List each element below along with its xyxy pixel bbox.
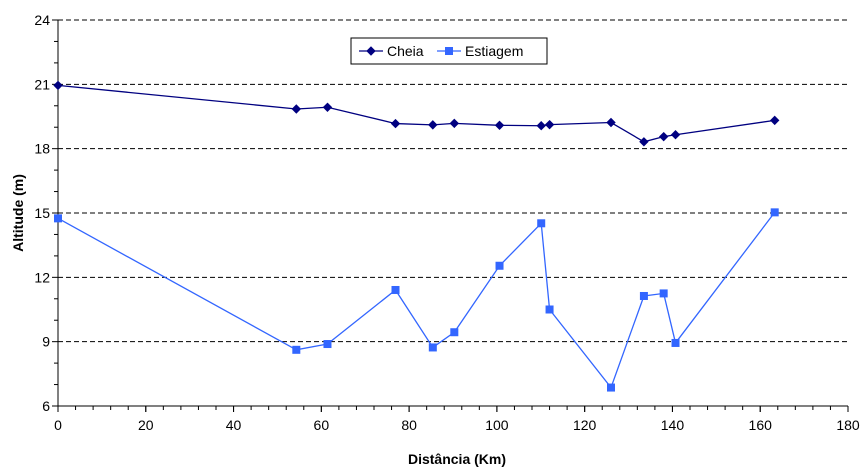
- data-point-estiagem: [450, 328, 459, 337]
- x-tick-label: 160: [749, 417, 773, 433]
- x-axis-label: Distância (Km): [408, 451, 506, 467]
- data-point-estiagem: [671, 338, 680, 347]
- data-point-cheia: [769, 115, 780, 126]
- legend-marker-cheia: [366, 46, 376, 56]
- y-tick-label: 24: [34, 12, 50, 28]
- legend-marker-estiagem: [445, 47, 453, 55]
- y-tick-label: 21: [34, 76, 50, 92]
- data-point-estiagem: [54, 214, 62, 223]
- data-point-cheia: [428, 120, 438, 130]
- x-tick-label: 0: [54, 417, 62, 433]
- x-tick-label: 120: [573, 417, 597, 433]
- data-point-estiagem: [607, 383, 615, 392]
- x-tick-label: 180: [836, 417, 860, 433]
- data-point-cheia: [449, 118, 460, 129]
- tick-labels: 0 20 40 60 80 100 120 140 160 180 6 9 12 15 18 21 24: [34, 12, 859, 433]
- data-point-estiagem: [428, 343, 437, 352]
- y-tick-label: 6: [42, 398, 50, 414]
- data-point-cheia: [606, 117, 616, 128]
- data-point-estiagem: [495, 261, 504, 270]
- data-point-cheia: [291, 104, 302, 114]
- x-tick-label: 100: [485, 417, 509, 433]
- data-point-estiagem: [323, 340, 332, 349]
- data-point-cheia: [544, 119, 555, 130]
- series-line-cheia: [57, 84, 775, 143]
- data-point-cheia: [670, 130, 681, 140]
- x-tick-label: 40: [226, 417, 242, 433]
- series-layer: [53, 80, 780, 392]
- legend-label-cheia: Cheia: [387, 43, 424, 59]
- y-tick-label: 12: [34, 269, 50, 285]
- legend: Cheia Estiagem: [350, 37, 548, 65]
- data-point-estiagem: [639, 291, 648, 300]
- x-tick-label: 80: [401, 417, 417, 433]
- data-point-estiagem: [770, 208, 779, 217]
- data-point-estiagem: [391, 285, 400, 294]
- x-tick-label: 60: [314, 417, 330, 433]
- x-tick-label: 20: [138, 417, 154, 433]
- data-point-cheia: [494, 120, 505, 130]
- data-point-estiagem: [537, 219, 546, 228]
- series-line-estiagem: [57, 211, 776, 389]
- data-point-cheia: [639, 137, 649, 147]
- data-point-cheia: [536, 121, 546, 131]
- data-point-estiagem: [545, 305, 554, 314]
- data-point-estiagem: [659, 289, 668, 298]
- y-tick-label: 18: [34, 141, 50, 157]
- axes: [52, 19, 849, 412]
- data-point-cheia: [53, 80, 63, 91]
- y-axis-label: Altitude (m): [10, 174, 26, 252]
- x-tick-label: 140: [661, 417, 685, 433]
- data-point-cheia: [322, 102, 333, 112]
- y-tick-label: 15: [34, 205, 50, 221]
- data-point-cheia: [390, 118, 401, 129]
- data-point-cheia: [658, 131, 669, 142]
- data-point-estiagem: [292, 345, 301, 354]
- y-tick-label: 9: [42, 334, 50, 350]
- legend-label-estiagem: Estiagem: [465, 43, 523, 59]
- gridlines: [58, 19, 848, 343]
